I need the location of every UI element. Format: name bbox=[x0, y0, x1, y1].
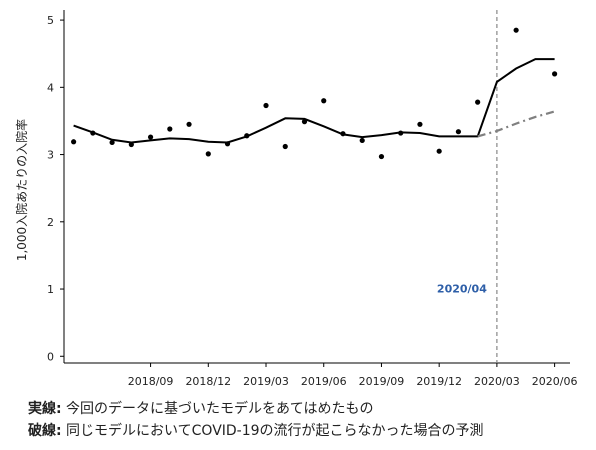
x-tick-label: 2019/06 bbox=[301, 375, 347, 388]
observed-point bbox=[186, 121, 192, 127]
observed-point bbox=[340, 131, 346, 137]
x-tick-label: 2019/03 bbox=[243, 375, 289, 388]
observed-point bbox=[244, 133, 250, 139]
observed-point bbox=[513, 27, 519, 33]
observed-point bbox=[436, 148, 442, 154]
observed-point bbox=[455, 129, 462, 135]
y-tick-label: 1 bbox=[47, 283, 54, 296]
y-tick-label: 0 bbox=[47, 350, 54, 363]
observed-point bbox=[90, 130, 96, 136]
x-tick-label: 2018/12 bbox=[185, 375, 231, 388]
observed-point bbox=[128, 141, 134, 148]
x-tick-label: 2018/09 bbox=[128, 375, 174, 388]
observed-point bbox=[282, 143, 288, 150]
observed-point bbox=[71, 139, 77, 145]
note-solid-line: 実線: 今回のデータに基づいたモデルをあてはめたもの bbox=[28, 398, 484, 420]
vline-label: 2020/04 bbox=[437, 282, 487, 295]
observed-point bbox=[321, 98, 327, 104]
chart-marks: 2020/04 bbox=[71, 10, 558, 363]
note-dashed-text: 同じモデルにおいてCOVID-19の流行が起こらなかった場合の予測 bbox=[61, 423, 484, 439]
note-solid-key: 実線: bbox=[28, 401, 62, 417]
observed-point bbox=[167, 126, 173, 132]
x-tick-label: 2019/09 bbox=[359, 375, 405, 388]
observed-point bbox=[147, 134, 154, 140]
observed-point bbox=[224, 141, 231, 147]
chart: 0 1 2 3 4 5 2018/09 2018/12 2019/03 2019/06 2019/0… bbox=[14, 10, 577, 388]
observed-point bbox=[398, 130, 404, 136]
y-tick-label: 2 bbox=[47, 216, 54, 229]
note-dashed-line: 破線: 同じモデルにおいてCOVID-19の流行が起こらなかった場合の予測 bbox=[28, 420, 484, 442]
note-solid-text: 今回のデータに基づいたモデルをあてはめたもの bbox=[61, 401, 374, 417]
counterfactual-line bbox=[477, 110, 555, 138]
x-tick-label: 2020/03 bbox=[474, 375, 520, 388]
x-tick-label: 2020/06 bbox=[532, 375, 578, 388]
observed-point bbox=[475, 99, 481, 105]
observed-point bbox=[301, 119, 308, 125]
y-tick-label: 5 bbox=[47, 14, 54, 27]
x-tick-label: 2019/12 bbox=[416, 375, 462, 388]
observed-point bbox=[359, 137, 365, 144]
observed-point bbox=[378, 153, 385, 160]
axes: 0 1 2 3 4 5 2018/09 2018/12 2019/03 2019/06 2019/0… bbox=[47, 10, 577, 388]
observed-point bbox=[552, 71, 558, 77]
y-tick-label: 3 bbox=[47, 149, 54, 162]
legend-notes: 実線: 今回のデータに基づいたモデルをあてはめたもの 破線: 同じモデルにおいて… bbox=[28, 398, 484, 442]
observed-point bbox=[263, 102, 269, 109]
y-axis-title: 1,000入院あたりの入院率 bbox=[14, 119, 29, 261]
fitted-line bbox=[73, 58, 555, 144]
observed-point bbox=[417, 121, 423, 127]
y-tick-label: 4 bbox=[47, 81, 54, 94]
observed-point bbox=[109, 139, 115, 146]
note-dashed-key: 破線: bbox=[28, 423, 62, 439]
observed-point bbox=[205, 151, 211, 157]
